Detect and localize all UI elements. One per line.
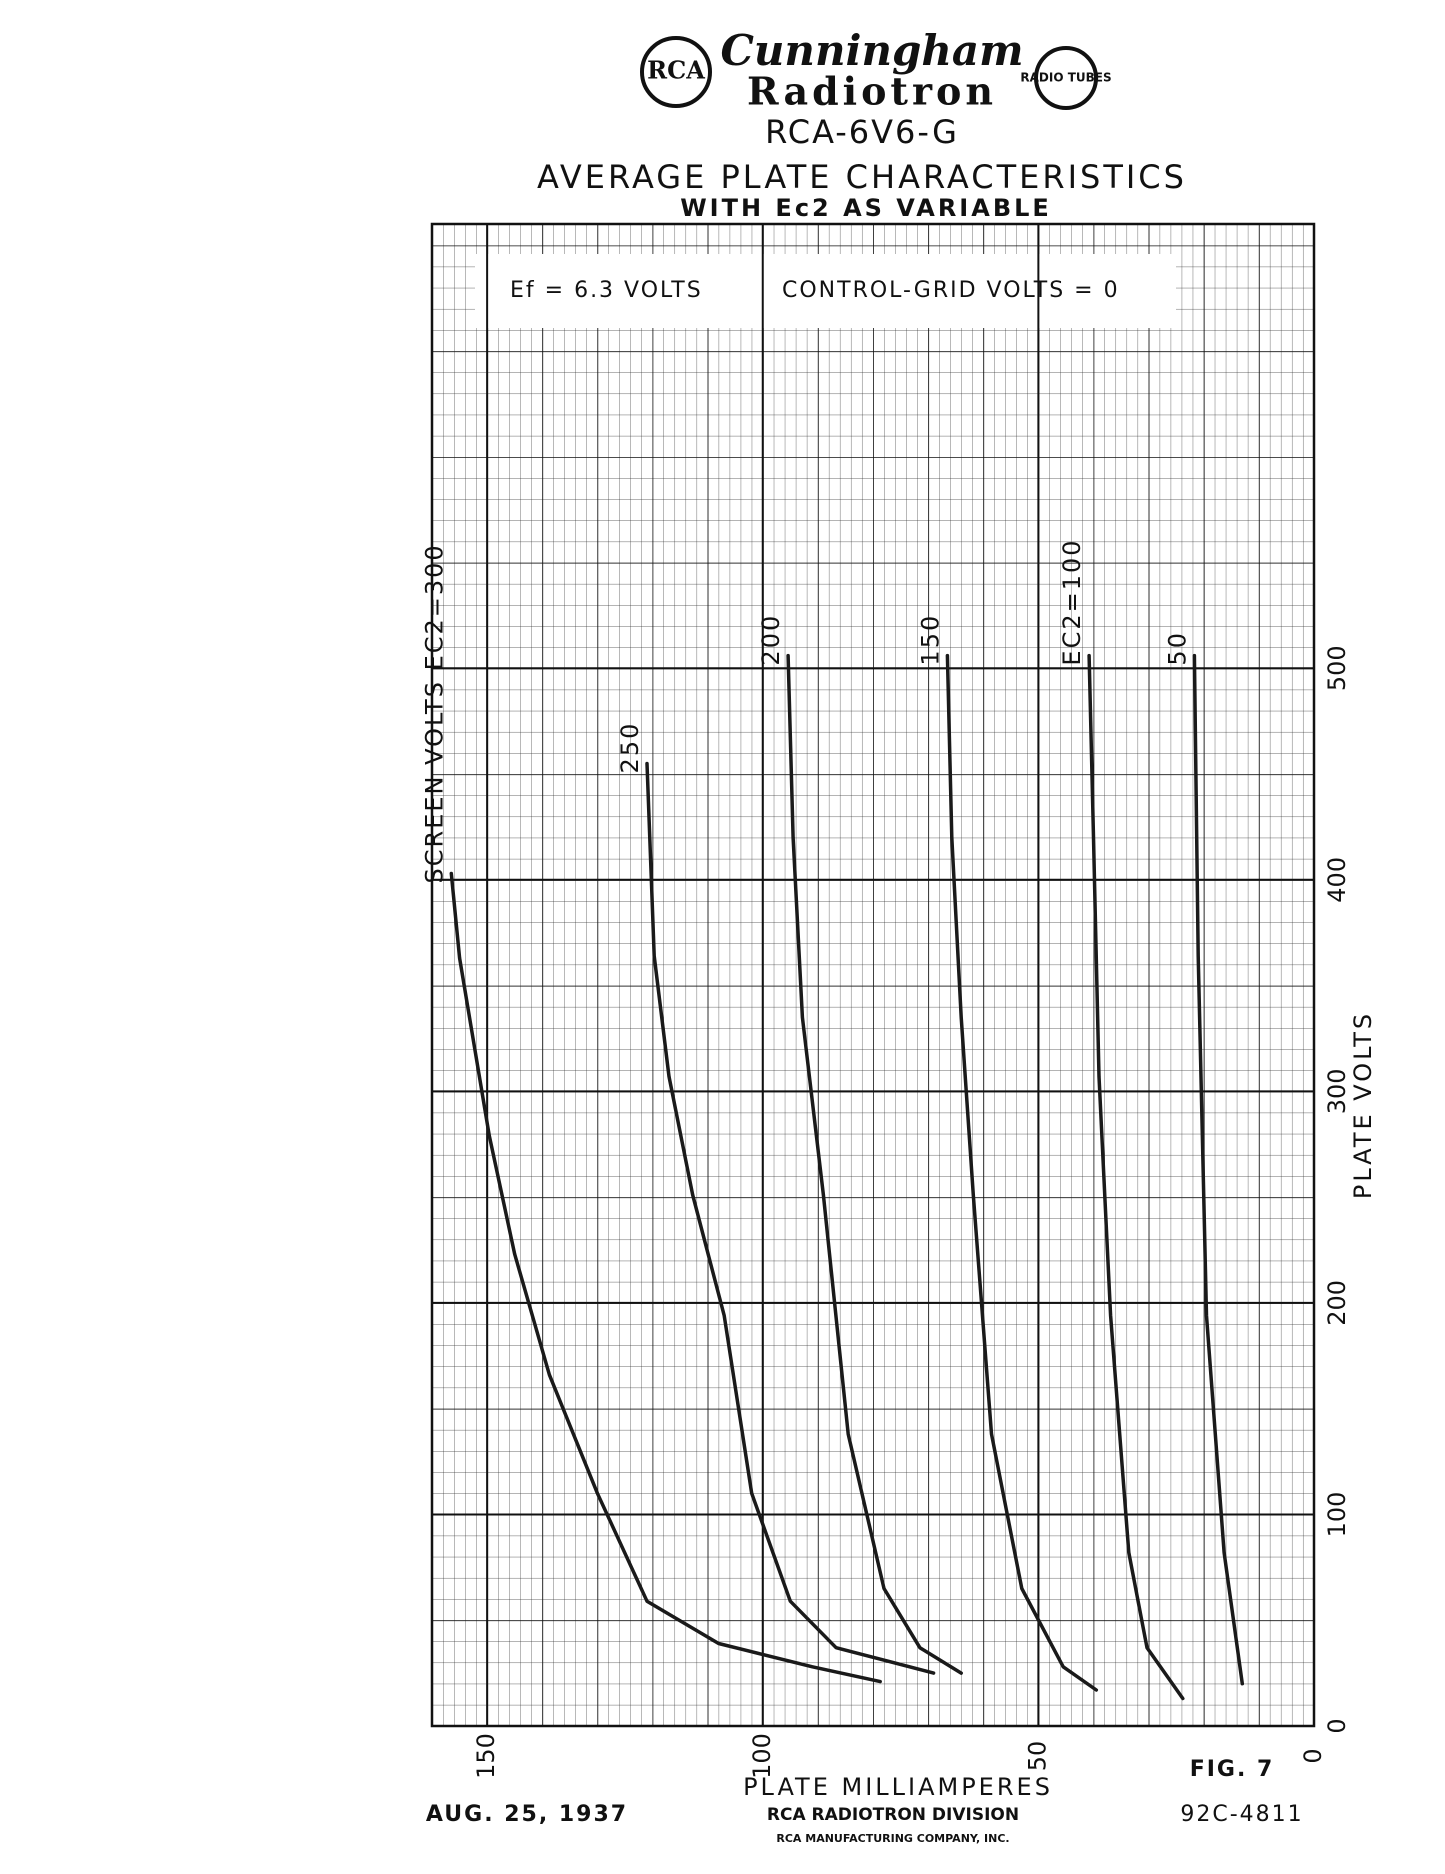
x-tick-label: 100 xyxy=(748,1733,776,1779)
y-tick-label: 300 xyxy=(1323,1068,1351,1114)
curve-label: EC2=100 xyxy=(1058,538,1086,665)
chart-title: AVERAGE PLATE CHARACTERISTICS xyxy=(537,158,1187,196)
note: CONTROL-GRID VOLTS = 0 xyxy=(782,278,1120,303)
x-tick-label: 150 xyxy=(472,1733,500,1779)
curve xyxy=(945,653,1099,1692)
curve xyxy=(1192,653,1245,1686)
major-grid xyxy=(432,224,1314,1726)
logo-ring xyxy=(1034,46,1098,110)
logo-ring xyxy=(640,36,712,108)
y-tick-label: 400 xyxy=(1323,857,1351,903)
curve xyxy=(786,653,963,1675)
curve-label: 250 xyxy=(616,722,644,774)
note-box xyxy=(475,254,1176,328)
curve-label: 150 xyxy=(916,614,944,666)
curve xyxy=(645,761,936,1675)
drawing-code: 92C-4811 xyxy=(1180,1802,1303,1827)
logo-right: RADIO TUBES xyxy=(1020,71,1111,85)
brand: Cunningham xyxy=(720,26,1023,75)
x-axis-label: PLATE MILLIAMPERES xyxy=(743,1773,1053,1801)
note: Ef = 6.3 VOLTS xyxy=(510,278,703,303)
logo-left: RCA xyxy=(647,56,705,85)
division: RCA RADIOTRON DIVISION xyxy=(767,1805,1019,1825)
header: RCA RADIO TUBES Cunningham Radiotron RCA… xyxy=(537,26,1187,222)
chart-subtitle: WITH Ec2 AS VARIABLE xyxy=(680,194,1052,222)
x-tick-label: 0 xyxy=(1299,1748,1327,1763)
figure-number: FIG. 7 xyxy=(1190,1757,1275,1782)
curve-label: 50 xyxy=(1163,631,1191,666)
company: RCA MANUFACTURING COMPANY, INC. xyxy=(776,1832,1009,1845)
date: AUG. 25, 1937 xyxy=(426,1802,628,1827)
curve-label: SCREEN VOLTS EC2=300 xyxy=(420,543,448,883)
y-tick-label: 200 xyxy=(1323,1280,1351,1326)
curve xyxy=(1087,653,1185,1701)
x-tick-label: 50 xyxy=(1023,1741,1051,1772)
y-axis-label: PLATE VOLTS xyxy=(1349,1011,1377,1199)
footer: PLATE MILLIAMPERES FIG. 7 AUG. 25, 1937 … xyxy=(426,1757,1303,1845)
tube-type: RCA-6V6-G xyxy=(765,113,959,151)
curve-label: 200 xyxy=(757,614,785,666)
y-tick-label: 100 xyxy=(1323,1492,1351,1538)
brand2: Radiotron xyxy=(747,69,997,114)
curve xyxy=(449,871,882,1684)
y-tick-label: 500 xyxy=(1323,645,1351,691)
y-tick-label: 0 xyxy=(1323,1718,1351,1733)
